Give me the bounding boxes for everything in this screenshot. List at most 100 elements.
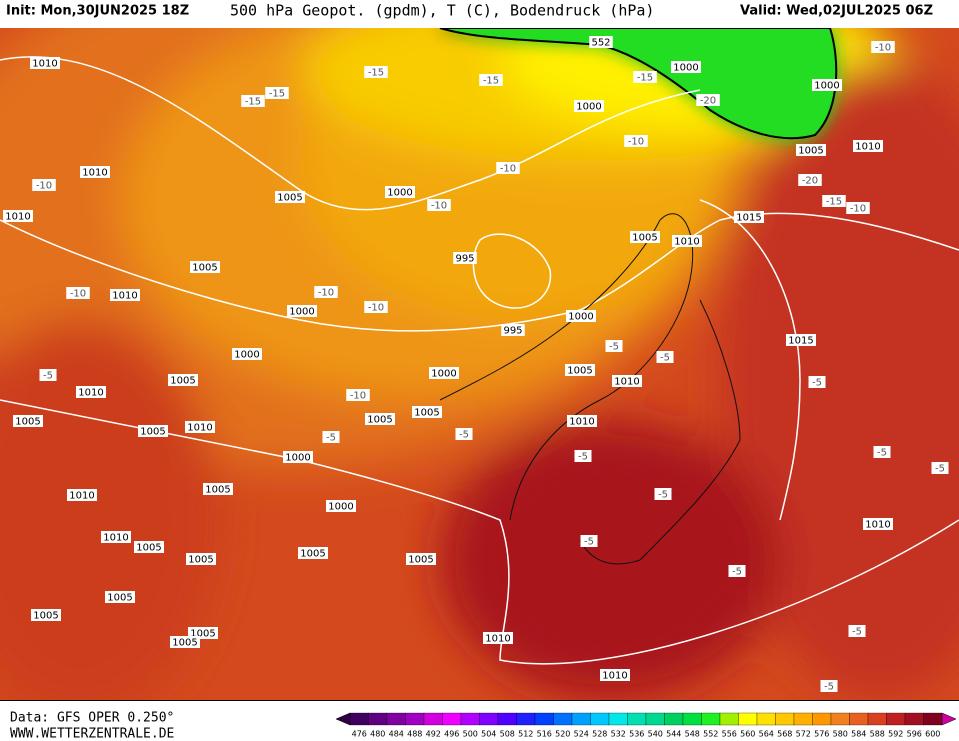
- coastline: [579, 299, 741, 565]
- colorbar-swatch: [682, 712, 702, 726]
- colorbar-swatch: [590, 712, 610, 726]
- temperature-label-box: [479, 74, 503, 86]
- map-frame: [0, 700, 959, 701]
- colorbar-label: 536: [629, 730, 644, 739]
- colorbar-label: 556: [722, 730, 737, 739]
- colorbar-swatch: [479, 712, 499, 726]
- pressure-label: 1000: [285, 453, 310, 464]
- pressure-label-box: [630, 231, 660, 243]
- pressure-label-box: [203, 483, 233, 495]
- pressure-label-box: [600, 669, 630, 681]
- pressure-label-box: [326, 500, 356, 512]
- pressure-label-box: [232, 348, 262, 360]
- colorbar-swatch: [368, 712, 388, 726]
- temperature-label-box: [574, 450, 592, 462]
- pressure-label-box: [168, 374, 198, 386]
- pressure-label: 1005: [408, 555, 433, 566]
- pressure-label-box: [453, 252, 477, 264]
- pressure-label: 1010: [865, 520, 890, 531]
- colorbar-swatch: [756, 712, 776, 726]
- pressure-label: 1010: [103, 533, 128, 544]
- temperature-label-box: [820, 680, 838, 692]
- temperature-label: -5: [935, 464, 945, 475]
- temperature-label: -5: [660, 353, 670, 364]
- pressure-label-box: [80, 166, 110, 178]
- isobar: [0, 212, 959, 332]
- temperature-label-box: [346, 389, 370, 401]
- temperature-label: -5: [658, 490, 668, 501]
- temperature-label-box: [314, 286, 338, 298]
- pressure-label: 1005: [205, 485, 230, 496]
- pressure-label-box: [566, 310, 596, 322]
- map-title: 500 hPa Geopot. (gpdm), T (C), Bodendruc…: [230, 2, 654, 20]
- temperature-label: -10: [318, 288, 334, 299]
- temperature-label-box: [66, 287, 90, 299]
- pressure-label: 1010: [5, 212, 30, 223]
- colorbar-swatch: [664, 712, 684, 726]
- pressure-label-box: [734, 211, 764, 223]
- temperature-label: -5: [824, 682, 834, 693]
- pressure-label: 1005: [192, 263, 217, 274]
- temperature-label: -15: [269, 89, 285, 100]
- pressure-label: 1010: [32, 59, 57, 70]
- temperature-label: -10: [628, 137, 644, 148]
- temperature-label-box: [871, 41, 895, 53]
- pressure-label-box: [283, 451, 313, 463]
- colorbar-label: 512: [518, 730, 533, 739]
- colorbar-label: 560: [740, 730, 755, 739]
- shade: [720, 60, 959, 700]
- temperature-label-box: [496, 162, 520, 174]
- colorbar-swatch: [867, 712, 887, 726]
- pressure-label: 1000: [234, 350, 259, 361]
- pressure-label: 1005: [277, 193, 302, 204]
- contour-labels: 1010 1010 1010 1005 1000 1005 1000 1000 995 995 10…: [3, 36, 949, 693]
- colorbar-label: 508: [500, 730, 515, 739]
- colorbar-swatch: [701, 712, 721, 726]
- colorbar-label: 496: [444, 730, 459, 739]
- pressure-label-box: [406, 553, 436, 565]
- colorbar-label: 540: [648, 730, 663, 739]
- temperature-label: -5: [584, 537, 594, 548]
- pressure-label-box: [365, 413, 395, 425]
- temperature-label-box: [32, 179, 56, 191]
- temperature-label: -5: [578, 452, 588, 463]
- pressure-label-box: [565, 364, 595, 376]
- pressure-label: 1010: [78, 388, 103, 399]
- pressure-label-box: [567, 415, 597, 427]
- pressure-label-box: [612, 375, 642, 387]
- pressure-label: 1005: [798, 146, 823, 157]
- pressure-label-box: [76, 386, 106, 398]
- pressure-label-box: [101, 531, 131, 543]
- colorbar-label: 480: [370, 730, 385, 739]
- pressure-label: 1005: [170, 376, 195, 387]
- temperature-label: -10: [850, 204, 866, 215]
- pressure-label-box: [589, 36, 613, 48]
- colorbar: 476 480 484 488 492 496 500 504 508 512 516 520 524 5…: [335, 712, 957, 739]
- pressure-label-box: [185, 421, 215, 433]
- colorbar-swatch: [608, 712, 628, 726]
- colorbar-label: 548: [685, 730, 700, 739]
- pressure-label-box: [31, 609, 61, 621]
- pressure-label: 995: [455, 254, 474, 265]
- pressure-label-box: [671, 61, 701, 73]
- colorbar-swatch: [460, 712, 480, 726]
- colorbar-label: 600: [925, 730, 940, 739]
- pressure-label: 1005: [140, 427, 165, 438]
- green-region-edge: [439, 28, 838, 140]
- temperature-label-box: [364, 66, 388, 78]
- pressure-label: 1005: [567, 366, 592, 377]
- colorbar-label: 576: [814, 730, 829, 739]
- temperature-label: -5: [877, 448, 887, 459]
- colorbar-label: 516: [537, 730, 552, 739]
- pressure-label-box: [429, 367, 459, 379]
- pressure-label: 1005: [107, 593, 132, 604]
- pressure-label-box: [190, 261, 220, 273]
- temperature-label: -15: [637, 73, 653, 84]
- temperature-label: -10: [500, 164, 516, 175]
- temperature-label-box: [728, 565, 746, 577]
- colorbar-swatch: [775, 712, 795, 726]
- pressure-label: 1005: [190, 629, 215, 640]
- colorbar-swatch: [497, 712, 517, 726]
- pressure-label-box: [812, 79, 842, 91]
- pressure-label: 1005: [300, 549, 325, 560]
